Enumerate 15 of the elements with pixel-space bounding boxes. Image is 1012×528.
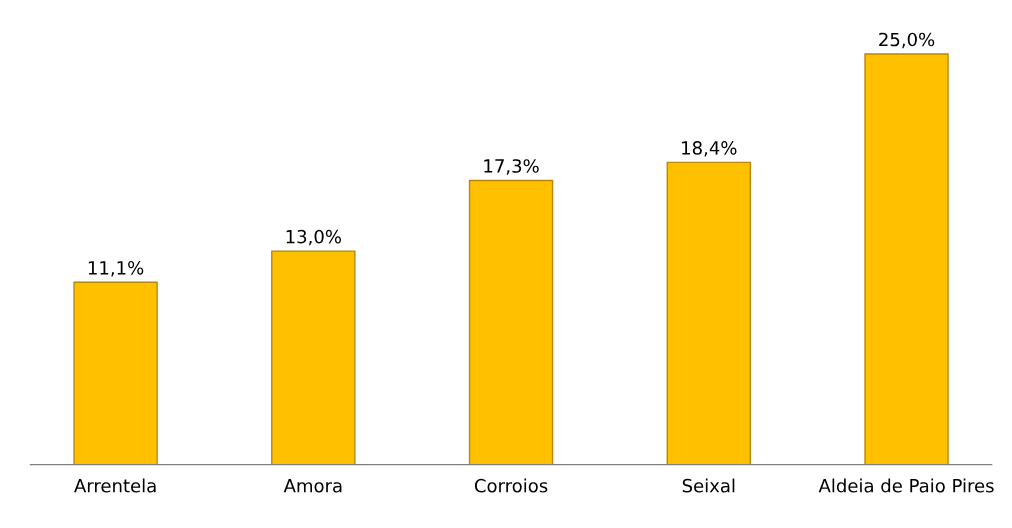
bar	[864, 53, 949, 465]
x-tick-label: Corroios	[474, 478, 548, 493]
bar	[468, 179, 554, 465]
x-tick-label: Aldeia de Paio Pires	[818, 478, 994, 493]
bar	[666, 161, 752, 465]
bar	[271, 250, 356, 465]
x-tick-label: Amora	[283, 479, 342, 493]
data-label: 25,0%	[879, 32, 935, 49]
x-tick-label: Seixal	[682, 478, 735, 493]
data-label: 18,4%	[682, 141, 737, 157]
bar	[73, 281, 158, 465]
data-label: 17,3%	[484, 159, 539, 175]
data-label: 13,0%	[286, 229, 342, 246]
x-tick-label: Arrentela	[74, 478, 156, 493]
data-label: 11,1%	[88, 260, 144, 277]
